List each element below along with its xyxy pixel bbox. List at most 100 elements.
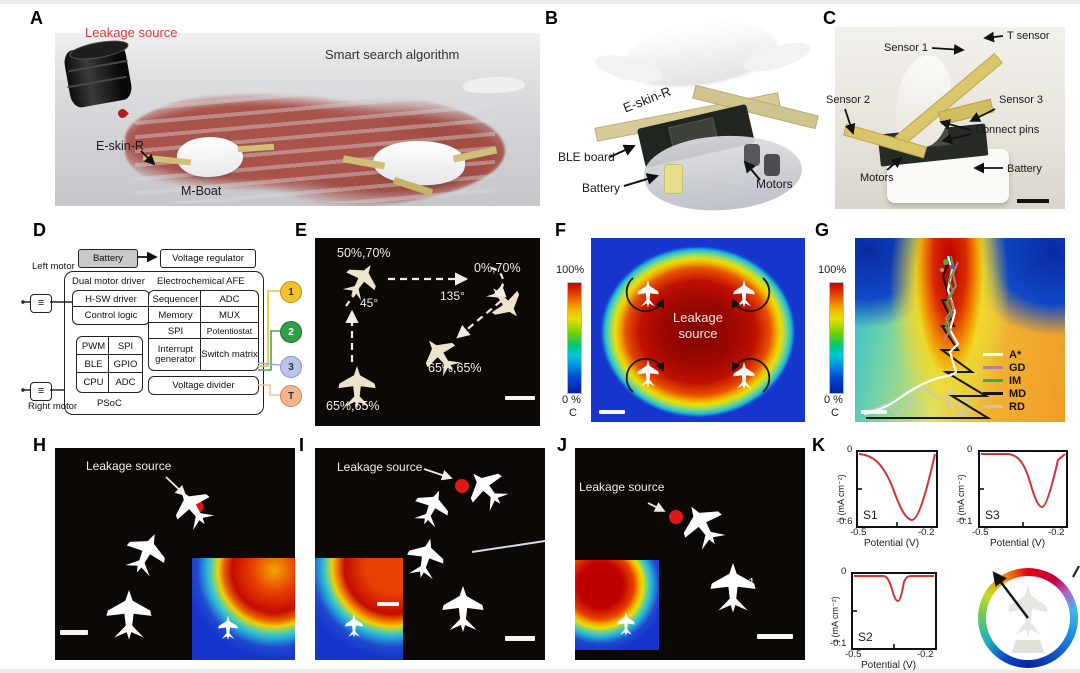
faded-boat-base bbox=[1012, 640, 1044, 653]
legend-line-rd bbox=[983, 405, 1003, 408]
left-motor-label: Left motor bbox=[32, 261, 75, 272]
leakage-source-label: Leakage source bbox=[86, 459, 172, 473]
s2-x-tick-left: -0.5 bbox=[845, 649, 862, 660]
cropped-arrow-fragment bbox=[1072, 565, 1080, 578]
panel-j-label: J bbox=[557, 435, 568, 455]
motor-cylinder bbox=[764, 154, 780, 176]
switch-matrix-block: Switch matrix bbox=[200, 338, 259, 371]
panel-f-heatmap: Leakage source bbox=[591, 238, 805, 422]
power-label: 65%,65% bbox=[428, 361, 482, 375]
panel-h-inset-heatmap bbox=[192, 558, 295, 660]
leakage-center-line2: source bbox=[678, 326, 718, 341]
legend-row: GD bbox=[983, 361, 1026, 374]
s1-x-axis-label: Potential (V) bbox=[864, 538, 920, 549]
s3-name: S3 bbox=[985, 508, 1000, 522]
node-1: 1 bbox=[280, 281, 302, 303]
t-sensor-label: T sensor bbox=[1007, 30, 1050, 42]
colorbar-max: 100% bbox=[818, 264, 847, 276]
spi-left-block: SPI bbox=[108, 336, 143, 357]
algorithm-label: Smart search algorithm bbox=[325, 47, 460, 62]
legend-row: A* bbox=[983, 348, 1026, 361]
s3-x-axis-label: Potential (V) bbox=[990, 538, 1046, 549]
sensor2-label: Sensor 2 bbox=[826, 94, 871, 106]
sensor3-label: Sensor 3 bbox=[999, 94, 1044, 106]
power-label: 0%,70% bbox=[474, 261, 521, 275]
s1-x-tick-right: -0.2 bbox=[918, 527, 935, 538]
voltage-regulator-block: Voltage regulator bbox=[160, 249, 256, 268]
colorbar bbox=[567, 282, 582, 394]
s2-curve bbox=[853, 575, 934, 648]
panel-a-scene bbox=[55, 33, 540, 206]
legend-label: MD bbox=[1009, 387, 1027, 400]
search-paths bbox=[863, 255, 992, 419]
legend-line-im bbox=[983, 379, 1003, 382]
s1-plot-frame: S1 bbox=[856, 450, 938, 528]
colorbar-unit: C bbox=[569, 407, 577, 419]
panel-i-label: I bbox=[299, 435, 305, 455]
legend-label: A* bbox=[1009, 348, 1022, 361]
dual-motor-driver-label: Dual motor driver bbox=[72, 276, 145, 287]
s2-name: S2 bbox=[858, 630, 873, 644]
top-edge-strip bbox=[0, 0, 1080, 4]
rotation-arrows bbox=[625, 277, 771, 393]
afe-label: Electrochemical AFE bbox=[157, 276, 245, 287]
scale-bar bbox=[1017, 199, 1049, 203]
s2-y-axis-label: j (mA cm⁻²) bbox=[830, 596, 840, 642]
motors-label-b: Motors bbox=[756, 177, 793, 191]
s1-curve bbox=[858, 453, 936, 526]
legend-label: RD bbox=[1009, 400, 1025, 413]
panel-g-label: G bbox=[815, 220, 830, 240]
eskin-pointer-arrow bbox=[140, 150, 156, 166]
scale-bar bbox=[60, 630, 88, 635]
panel-j-inset-heatmap bbox=[575, 560, 659, 650]
legend-line-gd bbox=[983, 366, 1003, 369]
battery-cell bbox=[664, 164, 683, 194]
connect-pins-label: Connect pins bbox=[975, 124, 1040, 136]
panel-d-label: D bbox=[33, 220, 46, 240]
angle-label: 45° bbox=[360, 296, 379, 310]
s3-y-tick-min: -0.1 bbox=[956, 516, 973, 527]
battery-label-b: Battery bbox=[582, 181, 621, 195]
right-motor-icon: ≡ bbox=[30, 382, 52, 401]
legend-label: GD bbox=[1009, 361, 1026, 374]
s1-name: S1 bbox=[863, 508, 878, 522]
inset-field bbox=[575, 560, 659, 650]
panel-k-label: K bbox=[812, 435, 825, 455]
scale-bar bbox=[599, 410, 625, 414]
panel-i-inset-heatmap bbox=[315, 558, 403, 660]
interrupt-generator-block: Interrupt generator bbox=[148, 338, 203, 371]
panel-c-photo bbox=[835, 27, 1065, 209]
motors-label-c: Motors bbox=[860, 172, 894, 184]
panel-a-label: A bbox=[30, 8, 43, 28]
panel-e-label: E bbox=[295, 220, 308, 240]
s2-y-tick-zero: 0 bbox=[841, 566, 847, 577]
mboat-label: M-Boat bbox=[181, 184, 222, 198]
psoc-label: PSoC bbox=[97, 398, 122, 409]
scale-bar bbox=[505, 396, 535, 400]
adc-left-block: ADC bbox=[108, 372, 143, 393]
s2-plot-frame: S2 bbox=[851, 572, 937, 650]
legend-line-md bbox=[983, 392, 1003, 395]
leakage-source-label: Leakage source bbox=[579, 480, 665, 494]
s2-x-tick-right: -0.2 bbox=[917, 649, 934, 660]
colorbar-min: 0 % bbox=[562, 394, 581, 406]
panel-d-wires bbox=[21, 251, 281, 396]
legend-row: RD bbox=[983, 400, 1026, 413]
legend-line-astar bbox=[983, 353, 1003, 356]
right-motor-label: Right motor bbox=[28, 401, 78, 412]
panel-f-label: F bbox=[555, 220, 566, 240]
s3-x-tick-left: -0.5 bbox=[972, 527, 989, 538]
panel-b-scene bbox=[552, 15, 819, 217]
legend: A* GD IM MD RD bbox=[983, 348, 1026, 413]
panel-c-label: C bbox=[823, 8, 836, 28]
legend-label: IM bbox=[1009, 374, 1022, 387]
panel-i-arrow bbox=[423, 468, 546, 553]
s2-x-axis-label: Potential (V) bbox=[861, 660, 917, 671]
inset-field bbox=[192, 558, 295, 660]
node-2: 2 bbox=[280, 321, 302, 343]
s1-y-axis-label: j (mA cm⁻²) bbox=[836, 474, 846, 520]
eskin-label: E-skin-R bbox=[96, 139, 144, 153]
panel-b-arrows bbox=[609, 144, 761, 187]
colorbar bbox=[829, 282, 844, 394]
